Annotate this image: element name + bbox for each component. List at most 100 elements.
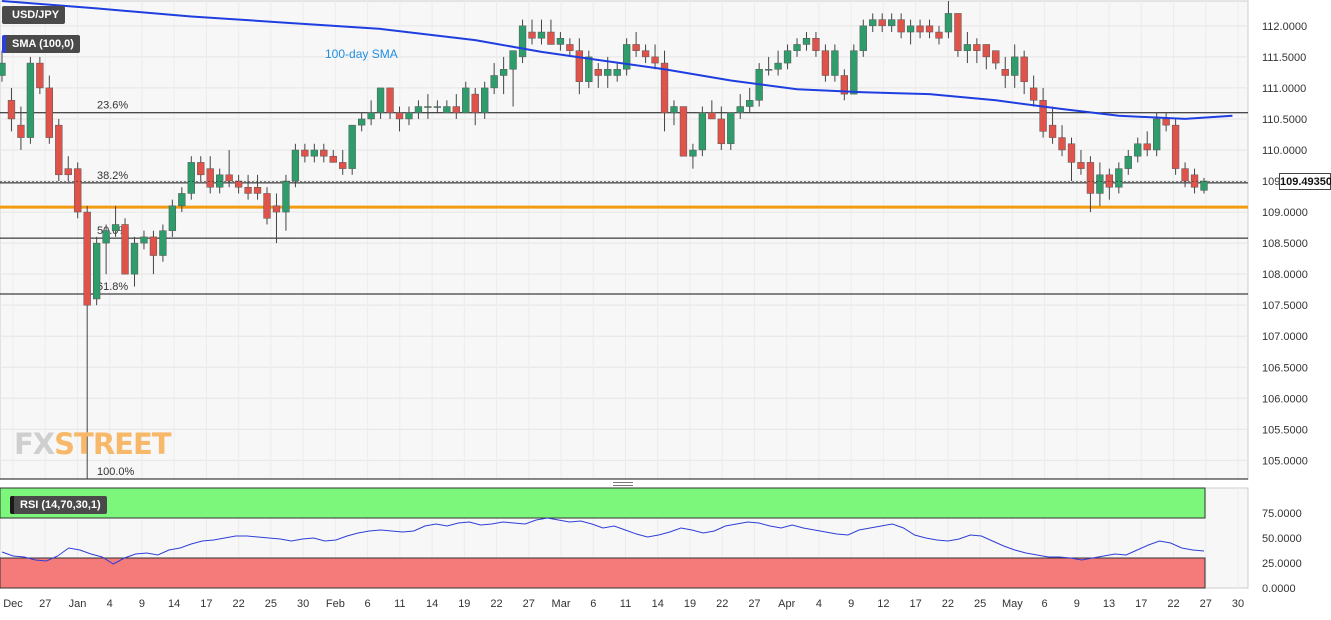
candle	[0, 50, 6, 82]
pair-label: USD/JPY	[2, 6, 66, 24]
candle	[83, 205, 91, 479]
rsi-axis-tick: 0.0000	[1262, 583, 1296, 595]
candle-body	[859, 25, 867, 51]
candle-body	[1077, 162, 1085, 169]
candle	[660, 50, 669, 132]
candle-body	[7, 100, 16, 120]
candle-body	[178, 193, 186, 207]
candle-body	[376, 87, 385, 113]
candle	[708, 100, 716, 120]
candle	[954, 13, 962, 57]
price-axis-tick: 112.0000	[1262, 21, 1307, 33]
candle-body	[888, 19, 896, 27]
candle-body	[263, 193, 271, 219]
candle-body	[395, 112, 404, 120]
candle	[244, 174, 252, 200]
candle-body	[613, 69, 621, 76]
candle-body	[736, 106, 744, 113]
candle	[783, 44, 792, 70]
candle	[566, 38, 574, 57]
candle	[717, 106, 725, 150]
time-axis-tick: 17	[1135, 598, 1147, 610]
candle-body	[764, 69, 773, 71]
candle-body	[651, 56, 659, 64]
candle-body	[159, 230, 167, 256]
candle-body	[1143, 143, 1151, 151]
candle-body	[623, 44, 631, 70]
rsi-indicator-label[interactable]: RSI (14,70,30,1)	[10, 496, 107, 514]
candle-body	[64, 168, 72, 176]
candle-body	[746, 100, 754, 107]
candle	[329, 149, 337, 163]
candle	[159, 224, 167, 262]
time-axis-tick: 27	[748, 598, 760, 610]
time-axis-tick: 14	[426, 598, 438, 610]
candle	[528, 19, 536, 45]
fxstreet-logo: FXSTREET	[14, 427, 172, 461]
candle	[1020, 50, 1028, 95]
time-axis-tick: 6	[365, 598, 371, 610]
candle-body	[518, 25, 527, 58]
pane-splitter-handle[interactable]	[613, 482, 633, 483]
candle	[1134, 137, 1142, 163]
candle	[395, 106, 404, 132]
candle	[1077, 149, 1085, 175]
candle	[102, 224, 110, 275]
candle-body	[689, 149, 697, 157]
candle	[613, 63, 621, 82]
candle-body	[471, 93, 479, 113]
sma-indicator-label[interactable]: SMA (100,0)	[2, 35, 80, 53]
time-axis-tick: 27	[39, 598, 51, 610]
candle	[1143, 131, 1151, 157]
candle-body	[1153, 118, 1161, 151]
candle-body	[367, 112, 375, 120]
candle	[282, 174, 290, 231]
candle-body	[320, 149, 328, 157]
candle	[149, 230, 158, 275]
time-axis-tick: 14	[652, 598, 664, 610]
candle-body	[36, 62, 44, 89]
candle	[433, 100, 442, 113]
candle	[64, 156, 72, 182]
candle	[367, 100, 375, 126]
candle-body	[121, 224, 129, 275]
candle	[821, 44, 830, 82]
candle	[1115, 162, 1123, 194]
candle-body	[1058, 137, 1066, 151]
candle-body	[963, 44, 972, 51]
candle-body	[272, 205, 281, 213]
fibonacci-level-label: 23.6%	[97, 100, 128, 112]
candle	[376, 87, 385, 119]
price-axis-tick: 107.5000	[1262, 300, 1308, 312]
candle-body	[575, 50, 583, 82]
candle	[1067, 137, 1076, 182]
candle-body	[1181, 168, 1189, 182]
candle-body	[74, 168, 82, 213]
candle	[45, 75, 53, 144]
candle-body	[812, 37, 820, 51]
candle	[272, 193, 281, 244]
candle-body	[17, 124, 25, 138]
candle	[518, 19, 527, 64]
candle-body	[187, 162, 195, 194]
time-axis-tick: 11	[620, 598, 631, 610]
price-axis-tick: 106.0000	[1262, 393, 1308, 405]
candle	[916, 19, 924, 39]
candle-body	[253, 186, 262, 194]
candle-body	[585, 56, 593, 82]
candle-body	[26, 62, 35, 138]
time-axis-tick: 9	[139, 598, 145, 610]
candle-body	[405, 112, 413, 120]
candle	[462, 81, 470, 113]
candle	[906, 19, 915, 45]
pane-splitter-handle-line[interactable]	[613, 485, 633, 486]
candle-body	[111, 224, 120, 231]
candle	[481, 81, 489, 119]
time-axis-tick: Dec	[3, 598, 23, 610]
candle-body	[462, 87, 470, 113]
candle	[859, 19, 867, 57]
candle-body	[774, 62, 782, 70]
candle-body	[698, 112, 707, 151]
candle	[679, 106, 688, 157]
candle-body	[386, 87, 394, 113]
